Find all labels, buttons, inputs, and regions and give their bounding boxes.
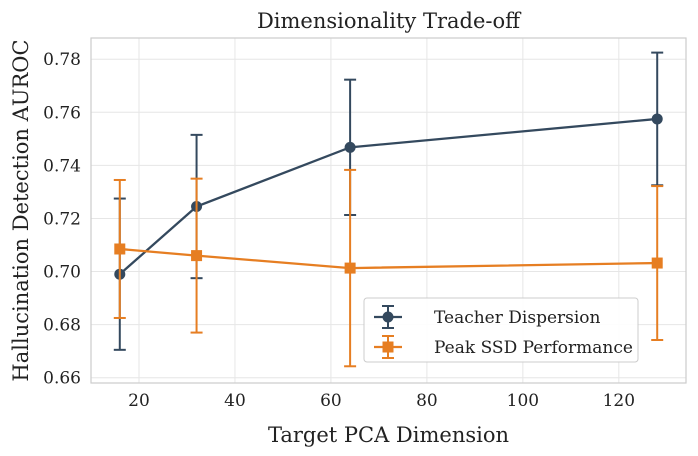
legend-box <box>363 297 639 363</box>
legend-marker <box>382 311 394 323</box>
data-point <box>344 141 356 153</box>
data-point <box>344 262 356 274</box>
chart-title: Dimensionality Trade-off <box>257 9 522 33</box>
data-point <box>651 113 663 125</box>
y-tick-label: 0.76 <box>43 103 81 123</box>
series-1 <box>113 168 664 368</box>
y-tick-label: 0.68 <box>43 316 81 336</box>
grid <box>91 38 686 383</box>
x-tick-labels: 20 40 60 80 100 120 <box>128 391 635 411</box>
legend-label: Teacher Dispersion <box>434 308 601 328</box>
data-point <box>191 250 203 262</box>
legend: Teacher Dispersion Peak SSD Performance <box>363 297 639 363</box>
y-axis-label: Hallucination Detection AUROC <box>9 39 33 381</box>
data-point <box>114 243 126 255</box>
legend-marker <box>382 341 394 353</box>
x-tick-label: 20 <box>128 391 150 411</box>
x-tick-label: 120 <box>603 391 635 411</box>
series-0 <box>113 51 664 351</box>
y-tick-label: 0.70 <box>43 263 81 283</box>
plot-frame <box>90 37 687 384</box>
y-tick-label: 0.66 <box>43 369 81 389</box>
x-tick-label: 80 <box>416 391 438 411</box>
legend-label: Peak SSD Performance <box>434 338 633 358</box>
legend-entry: Peak SSD Performance <box>374 335 633 359</box>
y-tick-labels: 0.66 0.68 0.70 0.72 0.74 0.76 0.78 <box>43 50 81 388</box>
x-tick-label: 100 <box>507 391 539 411</box>
x-tick-label: 60 <box>320 391 342 411</box>
data-point <box>651 257 663 269</box>
series-line <box>119 117 658 276</box>
series-layer <box>113 51 664 368</box>
y-tick-label: 0.78 <box>43 50 81 70</box>
y-tick-label: 0.74 <box>43 156 81 176</box>
legend-entry: Teacher Dispersion <box>374 305 601 329</box>
series-line <box>119 247 658 270</box>
x-tick-label: 40 <box>224 391 246 411</box>
x-axis-label: Target PCA Dimension <box>268 423 509 447</box>
y-tick-label: 0.72 <box>43 209 81 229</box>
